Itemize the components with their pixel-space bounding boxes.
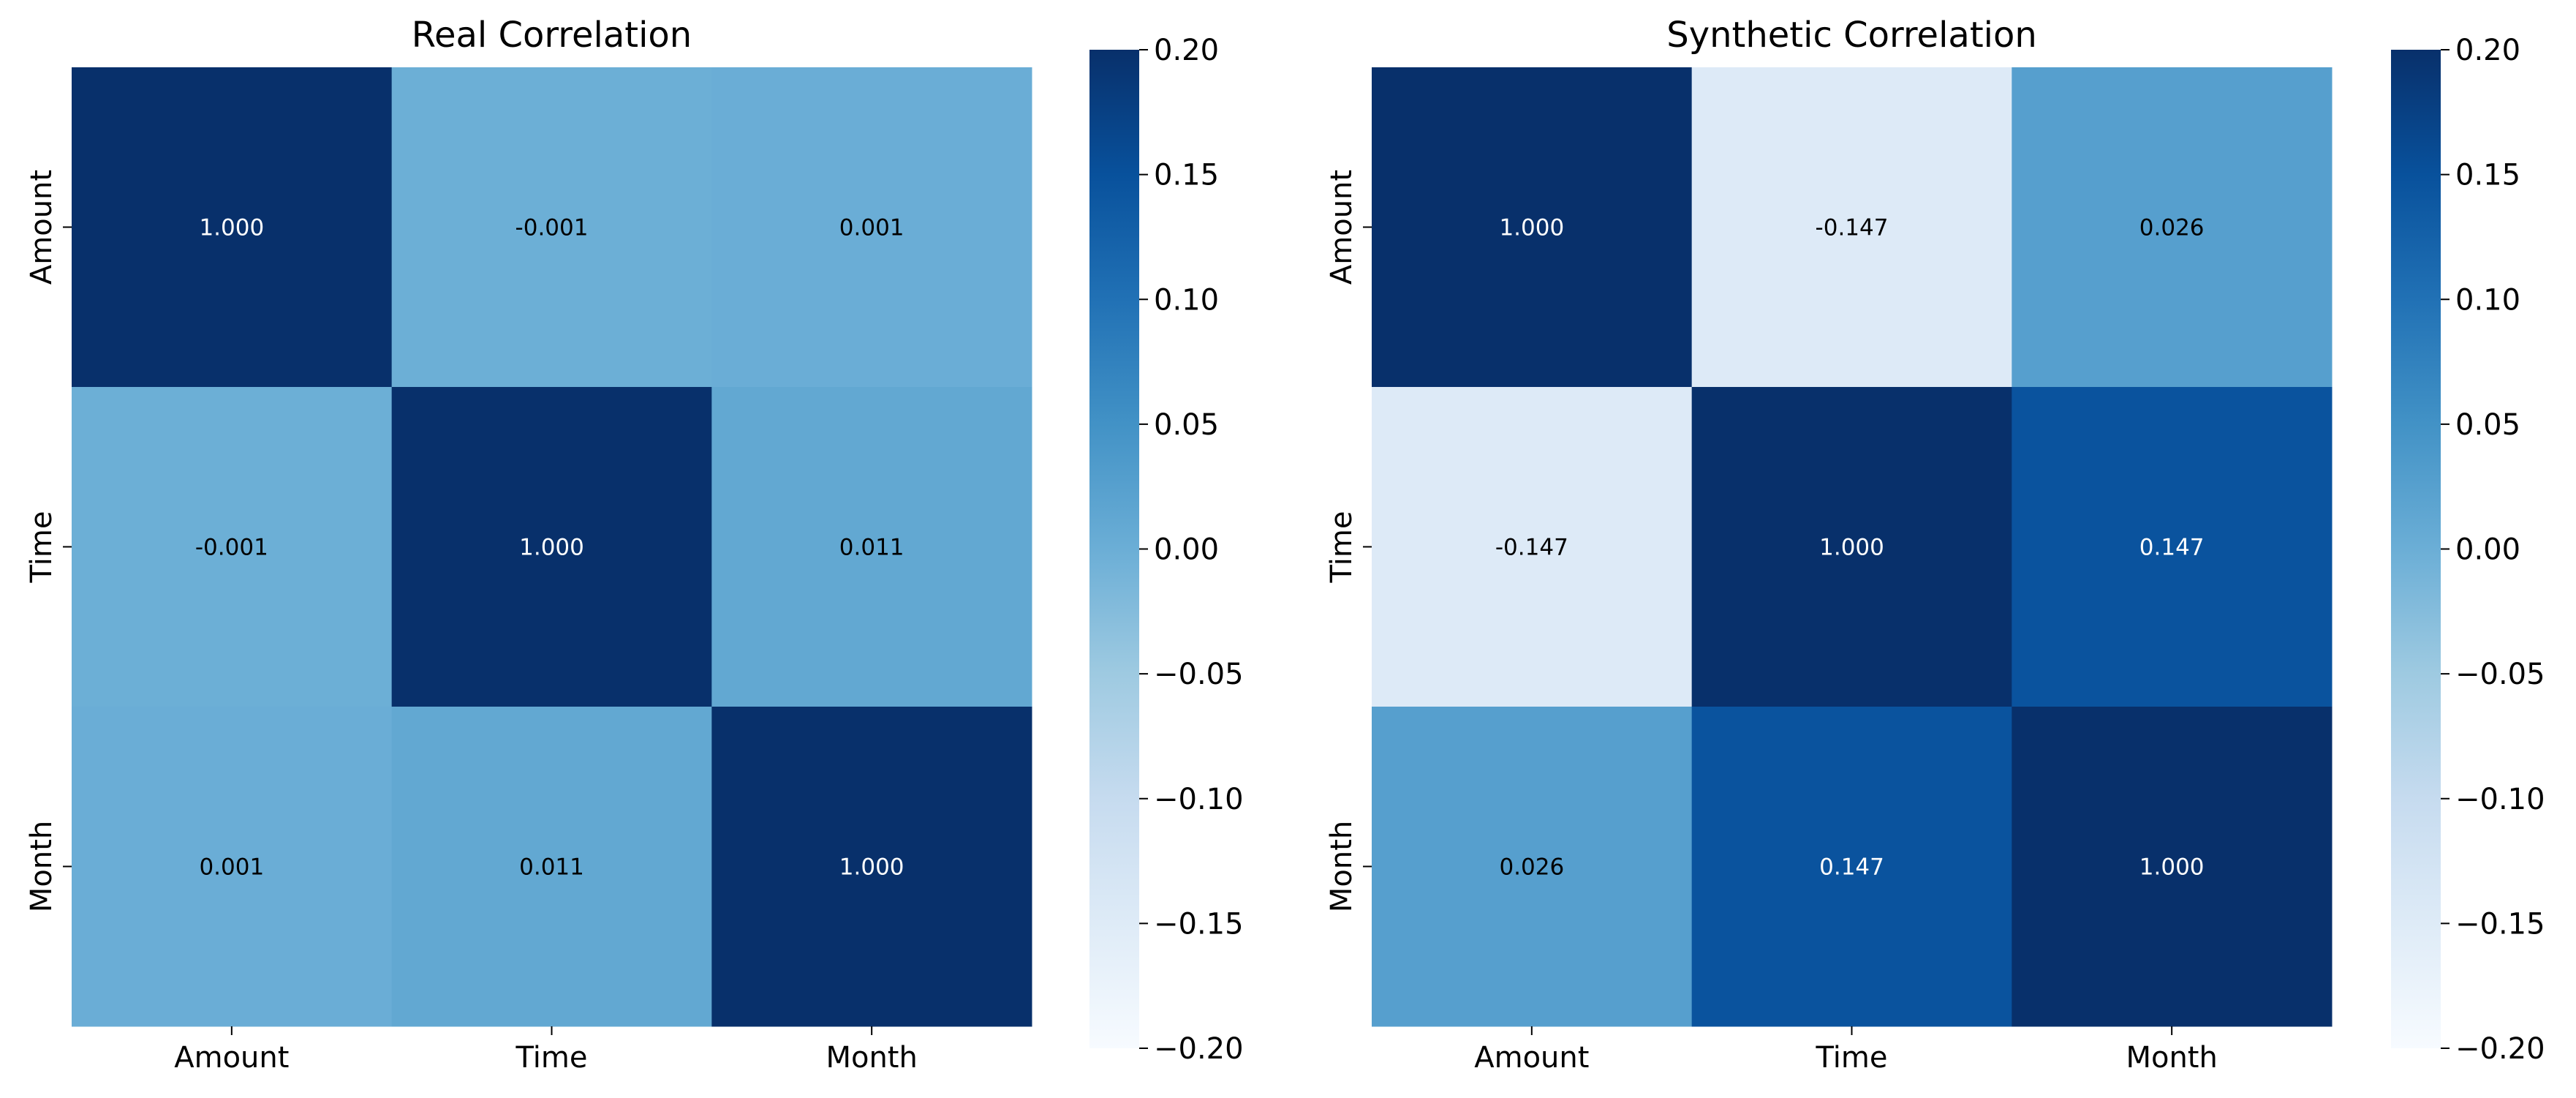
heatmap-cell <box>72 707 393 1027</box>
y-tick-label: Time <box>25 511 58 584</box>
colorbar-tick-label: 0.00 <box>2455 533 2520 567</box>
heatmap-cell <box>711 67 1032 388</box>
x-tick-label: Amount <box>174 1041 289 1075</box>
cell-annotation: 0.011 <box>839 535 904 561</box>
x-tick-label: Time <box>1816 1041 1888 1075</box>
heatmap-cell <box>1691 707 2012 1027</box>
colorbar-tick-label: −0.10 <box>2455 783 2545 816</box>
heatmap-cell <box>1372 67 1693 388</box>
heatmap-cell <box>2012 707 2333 1027</box>
x-tick-label: Month <box>826 1041 917 1075</box>
colorbar-tick-label: 0.10 <box>1154 283 1219 317</box>
heatmap-cell <box>711 387 1032 707</box>
cell-annotation: -0.001 <box>195 535 268 561</box>
cell-annotation: 1.000 <box>1819 535 1884 561</box>
colorbar-tick-label: 0.20 <box>1154 34 1219 67</box>
colorbar-tick-label: 0.00 <box>1154 533 1219 567</box>
cell-annotation: 1.000 <box>519 535 584 561</box>
cell-annotation: -0.147 <box>1495 535 1568 561</box>
colorbar-tick-label: 0.20 <box>2455 34 2520 67</box>
heatmap-cell <box>391 707 712 1027</box>
x-tick-label: Month <box>2126 1041 2217 1075</box>
cell-annotation: 0.026 <box>1499 854 1564 881</box>
colorbar <box>1089 50 1139 1048</box>
cell-annotation: 1.000 <box>199 215 264 241</box>
colorbar-tick-label: −0.05 <box>1154 658 1244 691</box>
colorbar <box>2391 50 2441 1048</box>
heatmap-panel-1: Real Correlation 1.000 -0.001 0.001 -0.001 1.… <box>25 15 1244 1075</box>
colorbar-tick-label: −0.05 <box>2455 658 2545 691</box>
colorbar-tick-label: 0.15 <box>2455 159 2520 192</box>
cell-annotation: 0.001 <box>199 854 264 881</box>
heatmap-cell <box>72 387 393 707</box>
colorbar-tick-label: 0.05 <box>1154 408 1219 442</box>
cell-annotation: 1.000 <box>839 854 904 881</box>
y-tick-label: Amount <box>1325 170 1359 285</box>
cell-annotation: 1.000 <box>1499 215 1564 241</box>
x-tick-label: Amount <box>1474 1041 1589 1075</box>
heatmap-panel-2: Synthetic Correlation 1.000 -0.147 0.026 -0.… <box>1325 15 2545 1075</box>
heatmap-cell <box>1691 387 2012 707</box>
heatmap-cell <box>391 387 712 707</box>
colorbar-tick-label: −0.10 <box>1154 783 1244 816</box>
chart-title: Real Correlation <box>412 15 692 56</box>
heatmap-cell <box>1691 67 2012 388</box>
heatmap-cell <box>711 707 1032 1027</box>
heatmap-cell <box>2012 387 2333 707</box>
heatmap-cell <box>1372 387 1693 707</box>
heatmap-cell <box>1372 707 1693 1027</box>
y-tick-label: Month <box>25 821 58 912</box>
cell-annotation: 0.026 <box>2139 215 2205 241</box>
cell-annotation: 0.001 <box>839 215 904 241</box>
cell-annotation: 0.147 <box>1819 854 1884 881</box>
colorbar-tick-label: −0.20 <box>2455 1032 2545 1066</box>
cell-annotation: -0.147 <box>1816 215 1889 241</box>
cell-annotation: 0.011 <box>519 854 584 881</box>
cell-annotation: 1.000 <box>2139 854 2205 881</box>
y-tick-label: Time <box>1325 511 1359 584</box>
cell-annotation: 0.147 <box>2139 535 2205 561</box>
heatmap-cell <box>72 67 393 388</box>
colorbar-tick-label: 0.05 <box>2455 408 2520 442</box>
x-tick-label: Time <box>515 1041 588 1075</box>
colorbar-tick-label: 0.15 <box>1154 159 1219 192</box>
colorbar-tick-label: −0.20 <box>1154 1032 1244 1066</box>
chart-title: Synthetic Correlation <box>1666 15 2037 56</box>
cell-annotation: -0.001 <box>515 215 589 241</box>
y-tick-label: Month <box>1325 821 1359 912</box>
heatmap-cell <box>391 67 712 388</box>
colorbar-tick-label: 0.10 <box>2455 283 2520 317</box>
colorbar-tick-label: −0.15 <box>1154 907 1244 941</box>
heatmap-cell <box>2012 67 2333 388</box>
y-tick-label: Amount <box>25 170 58 285</box>
colorbar-tick-label: −0.15 <box>2455 907 2545 941</box>
